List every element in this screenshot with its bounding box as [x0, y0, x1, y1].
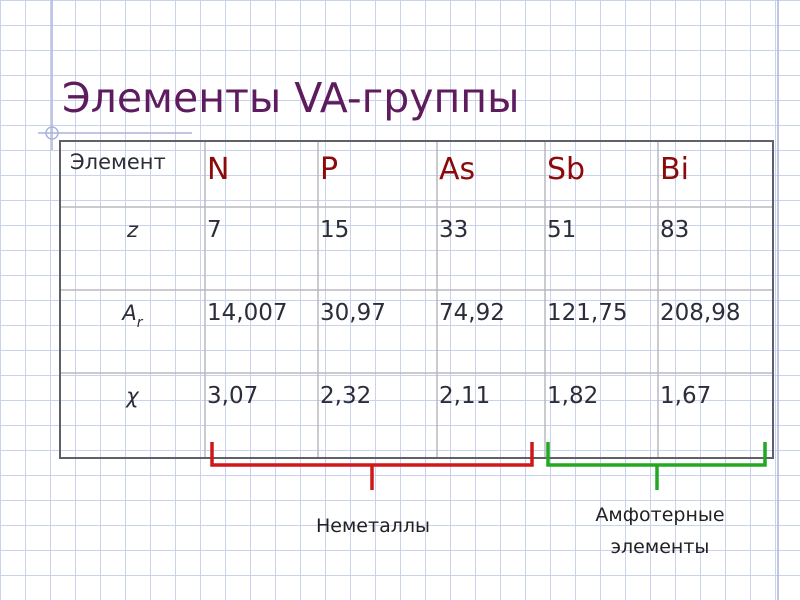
header-cell: Элемент: [70, 150, 166, 174]
group-label: Амфотерные: [595, 504, 724, 526]
cell: 33: [439, 217, 468, 243]
header-cell: N: [207, 152, 229, 187]
header-cell: Sb: [547, 152, 585, 187]
cell: 83: [660, 217, 689, 243]
row-label: Ar: [120, 301, 143, 331]
row-label-sub: r: [137, 315, 144, 331]
header-cell: Bi: [660, 152, 689, 187]
row-label: z: [126, 218, 139, 242]
cell: 51: [547, 217, 576, 243]
group-label: элементы: [611, 536, 710, 558]
cell: 7: [207, 217, 222, 243]
header-cell: As: [439, 152, 475, 187]
table: Элемент N P As Sb Bi z 7 15 33 51 83 Ar 14,007 30,97 74…: [59, 140, 774, 459]
cell: 121,75: [547, 300, 627, 326]
bracket-red: [210, 442, 534, 490]
group-label: Неметаллы: [316, 515, 430, 537]
row-label: χ: [125, 384, 140, 408]
header-cell: P: [320, 152, 338, 187]
row-label-main: χ: [125, 384, 140, 408]
decor-circle: [45, 126, 59, 140]
slide-title: Элементы VA-группы: [62, 74, 520, 122]
cell: 14,007: [207, 300, 287, 326]
cell: 208,98: [660, 300, 740, 326]
cell: 2,11: [439, 383, 490, 409]
cell: 2,32: [320, 383, 371, 409]
cell: 15: [320, 217, 349, 243]
cell: 1,82: [547, 383, 598, 409]
row-label-main: z: [126, 218, 139, 242]
cell: 30,97: [320, 300, 386, 326]
cell: 3,07: [207, 383, 258, 409]
table-border: [59, 140, 774, 459]
cell: 74,92: [439, 300, 505, 326]
bracket-green: [546, 442, 767, 490]
row-label-main: A: [120, 301, 136, 325]
cell: 1,67: [660, 383, 711, 409]
